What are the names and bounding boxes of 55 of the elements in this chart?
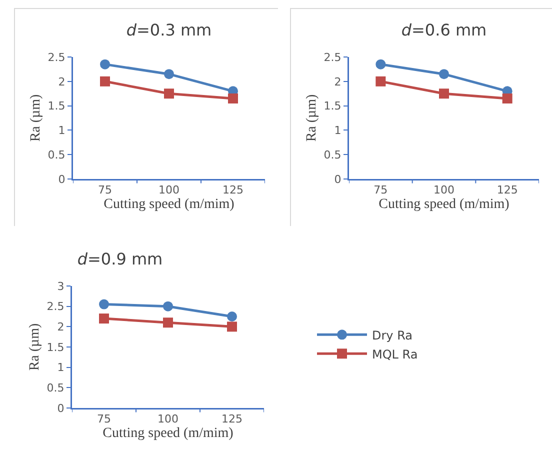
x-axis-title: Cutting speed (m/mim) xyxy=(378,196,510,212)
y-tick-label: 2 xyxy=(58,75,66,88)
x-axis-title: Cutting speed (m/mim) xyxy=(102,426,234,441)
point xyxy=(100,59,110,70)
chart-title: d=0.9 mm xyxy=(77,249,163,268)
y-tick-label: 2.5 xyxy=(48,50,66,64)
y-tick-label: 1 xyxy=(58,124,66,138)
x-tick-label: 100 xyxy=(158,184,180,197)
chart-title: d=0.6 mm xyxy=(401,20,487,40)
y-tick-label: 2.5 xyxy=(46,300,64,314)
point xyxy=(228,93,238,104)
y-tick-label: 2 xyxy=(334,75,342,88)
x-tick-label: 75 xyxy=(98,184,112,197)
chart-title: d=0.3 mm xyxy=(126,20,212,40)
y-tick-label: 0.5 xyxy=(46,382,64,395)
point xyxy=(163,301,173,312)
point xyxy=(376,76,386,86)
y-tick-label: 0.5 xyxy=(324,148,342,162)
y-tick-label: 0 xyxy=(58,172,66,186)
point xyxy=(376,59,386,70)
y-tick-label: 1.5 xyxy=(48,100,66,113)
y-axis-title: Ra (µm) xyxy=(28,94,44,142)
legend-label: MQL Ra xyxy=(372,347,418,362)
y-tick-label: 1.5 xyxy=(46,340,64,354)
point xyxy=(164,88,174,99)
x-tick-label: 125 xyxy=(222,412,242,426)
point xyxy=(439,88,449,99)
y-tick-label: 1 xyxy=(57,361,64,374)
y-tick-label: 2.5 xyxy=(324,50,342,64)
y-tick-label: 3 xyxy=(57,280,64,293)
point xyxy=(99,299,109,310)
point xyxy=(439,69,449,80)
y-tick-label: 0 xyxy=(334,172,342,186)
point xyxy=(227,322,237,332)
x-tick-label: 100 xyxy=(158,412,178,426)
y-axis-title: Ra (µm) xyxy=(28,323,43,371)
y-tick-label: 1.5 xyxy=(324,100,342,113)
y-tick-label: 1 xyxy=(334,124,342,138)
legend-label: Dry Ra xyxy=(372,328,413,342)
x-axis-title: Cutting speed (m/mim) xyxy=(104,196,235,212)
point xyxy=(502,93,512,104)
y-axis-title: Ra (µm) xyxy=(304,94,320,142)
y-tick-label: 0.5 xyxy=(48,148,66,162)
point xyxy=(99,314,109,324)
y-tick-label: 0 xyxy=(57,402,64,415)
x-tick-label: 75 xyxy=(97,412,111,426)
x-tick-label: 125 xyxy=(222,184,244,197)
x-tick-label: 75 xyxy=(374,184,388,197)
x-tick-label: 100 xyxy=(434,184,454,197)
point xyxy=(164,69,174,80)
y-tick-label: 2 xyxy=(57,320,64,334)
point xyxy=(227,312,237,322)
x-tick-label: 125 xyxy=(496,184,518,197)
point xyxy=(100,76,110,86)
point xyxy=(163,318,173,328)
